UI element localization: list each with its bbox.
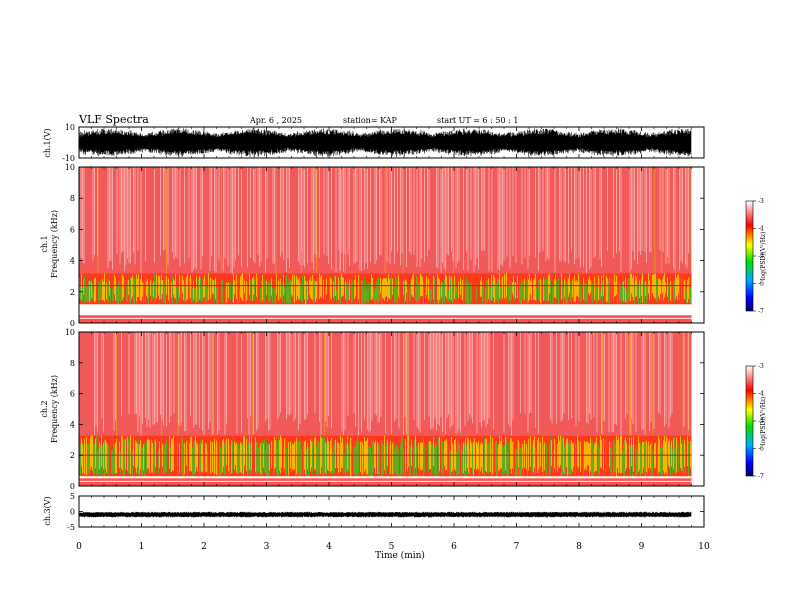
ch2-spectrogram-ytick-label: 2 [70, 451, 75, 460]
colorbar-scale [745, 200, 754, 312]
ch1-waveform-panel: 10 -10 [62, 123, 705, 163]
ch1-spectrogram-impulses [97, 167, 692, 274]
colorbar-tick-label: -6 [758, 281, 764, 288]
xtick-label: 9 [639, 542, 645, 552]
colorbar-tick-label: -5 [758, 418, 764, 425]
ch3-waveform-frame [78, 495, 705, 528]
colorbar-tick-label: -3 [758, 363, 764, 370]
colorbar-tick-label: -7 [758, 473, 764, 480]
ch2-spectrogram-ytick-label: 8 [70, 359, 75, 368]
xtick-label: 7 [514, 542, 520, 552]
time-axis: 0 1 2 3 4 5 6 7 8 9 10 [76, 542, 710, 552]
xtick-label: 0 [76, 542, 82, 552]
ch3-waveform-ytick-label: -5 [67, 523, 75, 532]
ch2-spectrogram-speckle [94, 332, 689, 436]
ch1-waveform-ytick-label: -10 [62, 154, 75, 163]
colorbar-tick-label: -3 [758, 198, 764, 205]
ch3-waveform-trace [79, 511, 692, 518]
ch1-waveform-trace [79, 128, 692, 158]
start-time-label: start UT = 6 : 50 : 1 [437, 116, 518, 125]
ch2-spectrogram-impulses [116, 332, 689, 436]
ch1-spectrogram-speckle [80, 167, 689, 274]
ch1-waveform-ylabel: ch.1(V) [43, 128, 52, 157]
station-label: station= KAP [343, 116, 398, 125]
ch1-colorbar-label: log(PSD)(V²/Hz) [760, 232, 767, 281]
ch1-colorbar: -3 -4 -5 -6 -7 [745, 198, 764, 315]
ch1-spectrogram-ytick-label: 8 [70, 194, 75, 203]
ch3-waveform-panel: 5 0 -5 [67, 492, 705, 532]
ch2-colorbar-label: log(PSD)(V²/Hz) [760, 397, 767, 446]
xtick-label: 4 [326, 542, 332, 552]
ch1-spectrogram-ytick-label: 2 [70, 288, 75, 297]
ch3-waveform-ytick-label: 5 [70, 492, 75, 501]
xtick-label: 8 [576, 542, 582, 552]
colorbar-tick-label: -5 [758, 253, 764, 260]
figure-title: VLF Spectra [78, 113, 149, 126]
ch1-spectrogram-ytick-label: 4 [70, 257, 75, 266]
ch2-colorbar: -3 -4 -5 -6 -7 [745, 363, 764, 480]
xtick-label: 1 [139, 542, 145, 552]
ch1-spectrogram-ytick-label: 0 [70, 319, 75, 328]
ch2-spectrogram-panel: 0 2 4 6 8 10 [65, 328, 705, 491]
ch3-waveform-ylabel: ch.3(V) [43, 496, 52, 525]
ch1-spectrogram-ylabel-channel: ch.1 [40, 235, 49, 252]
date-label: Apr. 6 , 2025 [249, 116, 302, 125]
colorbar-scale [745, 365, 754, 477]
ch1-spectrogram-green-streaks [80, 274, 691, 305]
colorbar-tick-label: -7 [758, 308, 764, 315]
x-axis-label: Time (min) [375, 550, 425, 561]
ch1-waveform-ytick-label: 10 [65, 123, 75, 132]
colorbar-tick-label: -4 [758, 391, 764, 398]
ch2-spectrogram-ytick-label: 4 [70, 420, 75, 429]
ch1-spectrogram-ylabel-freq: Frequency (kHz) [50, 210, 59, 278]
ch3-waveform-ytick-label: 0 [70, 508, 75, 517]
xtick-label: 10 [698, 542, 710, 552]
xtick-label: 3 [264, 542, 270, 552]
ch2-spectrogram-ytick-label: 10 [65, 328, 75, 337]
xtick-label: 6 [451, 542, 457, 552]
ch2-spectrogram-low-band [79, 478, 692, 486]
ch2-spectrogram-ylabel-freq: Frequency (kHz) [50, 375, 59, 443]
xtick-label: 2 [201, 542, 207, 552]
ch2-spectrogram-ytick-label: 6 [70, 390, 75, 399]
colorbar-tick-label: -4 [758, 226, 764, 233]
ch1-spectrogram-ytick-label: 6 [70, 225, 75, 234]
ch2-spectrogram-ytick-label: 0 [70, 482, 75, 491]
ch2-spectrogram-ylabel-channel: ch.2 [40, 400, 49, 417]
colorbar-tick-label: -6 [758, 446, 764, 453]
ch1-spectrogram-ytick-label: 10 [65, 163, 75, 172]
xtick-label: 5 [389, 542, 395, 552]
ch1-spectrogram-panel: 0 2 4 6 8 10 [65, 163, 705, 328]
ch1-spectrogram-low-band [79, 315, 692, 323]
